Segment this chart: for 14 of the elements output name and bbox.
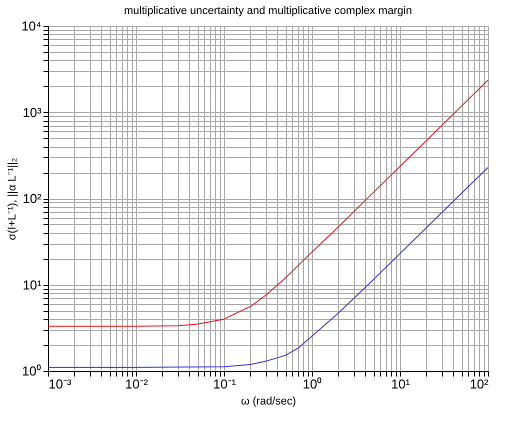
x-axis-title: ω (rad/sec) xyxy=(240,396,296,408)
y-tick-label: 10⁴ xyxy=(21,18,42,34)
x-tick-label: 10⁰ xyxy=(302,376,322,392)
y-tick-label: 10³ xyxy=(22,104,42,120)
x-tick-label: 10² xyxy=(470,376,490,392)
y-tick-label: 10⁰ xyxy=(22,364,42,378)
y-tick-label: 10² xyxy=(22,191,42,206)
y-axis-title: σ(I+L⁻¹), ||α L⁻¹||₂ xyxy=(6,158,18,240)
x-tick-label: 10⁻² xyxy=(125,376,149,392)
x-tick-label: 10⁻¹ xyxy=(213,376,237,392)
y-tick-label: 10¹ xyxy=(22,277,42,292)
x-tick-label: 10¹ xyxy=(391,376,411,392)
x-tick-label: 10⁻³ xyxy=(48,376,72,392)
chart-title: multiplicative uncertainty and multiplicative complex margin xyxy=(124,5,412,17)
